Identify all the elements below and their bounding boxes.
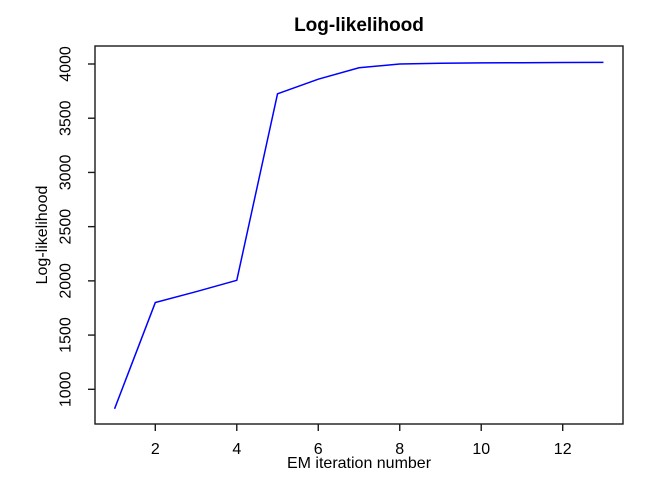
x-axis-label: EM iteration number [287,455,432,472]
y-tick-label: 2500 [58,209,75,245]
x-tick-label: 6 [314,441,323,458]
y-tick-label: 3000 [58,155,75,191]
y-tick-label: 4000 [58,46,75,82]
y-tick-label: 3500 [58,100,75,136]
y-tick-label: 2000 [58,263,75,299]
chart-title: Log-likelihood [294,15,424,36]
y-axis-label: Log-likelihood [34,186,51,285]
x-tick-label: 10 [472,441,490,458]
x-tick-label: 8 [395,441,404,458]
data-line [113,61,604,410]
x-tick-label: 12 [554,441,572,458]
plot-box [94,45,624,425]
y-tick-label: 1000 [58,371,75,407]
y-tick-label: 1500 [58,317,75,353]
x-tick-label: 2 [151,441,160,458]
x-tick-label: 4 [232,441,241,458]
